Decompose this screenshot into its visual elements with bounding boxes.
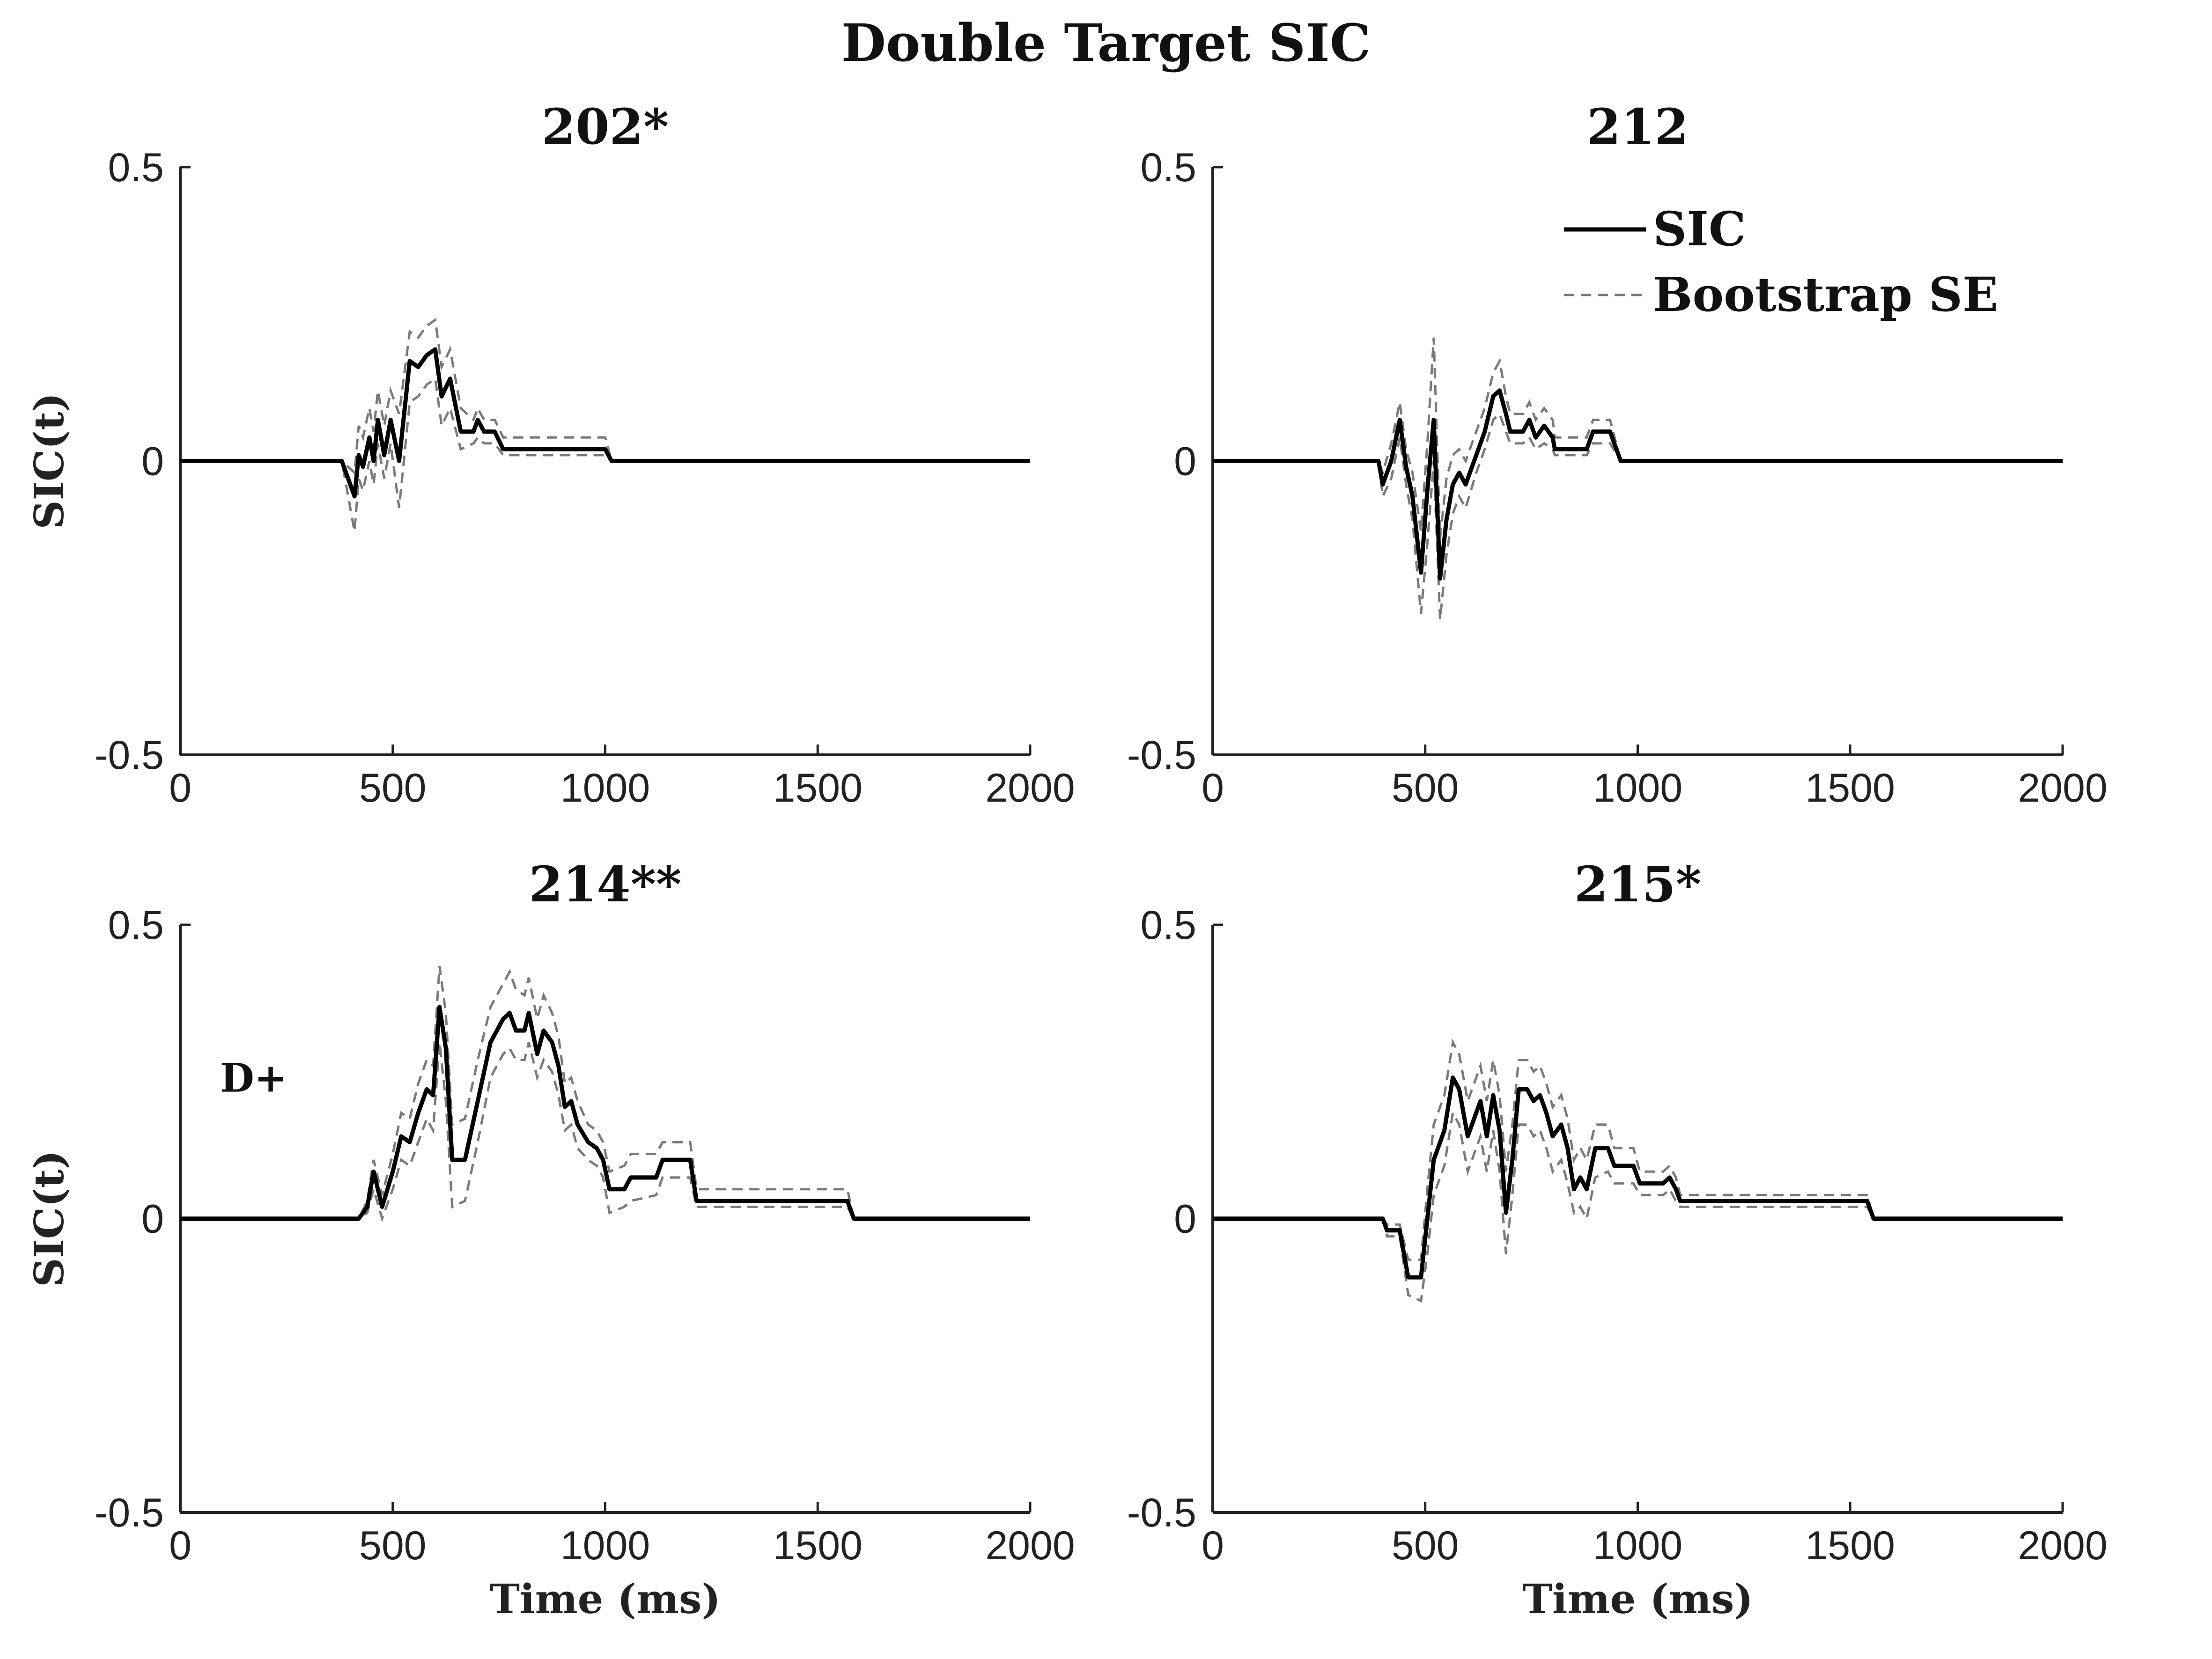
y-tick-label: -0.5	[1127, 733, 1196, 778]
x-tick-label: 1000	[1593, 766, 1682, 811]
sic-line	[1213, 388, 2063, 581]
y-tick-label: -0.5	[95, 733, 164, 778]
bootstrap-se-line	[180, 376, 1030, 532]
x-tick-label: 0	[1202, 766, 1224, 811]
y-tick-label: 0	[141, 1197, 164, 1242]
x-tick-label: 2000	[2018, 766, 2107, 811]
legend-sic-label: SIC	[1653, 201, 1746, 257]
bootstrap-se-line	[1213, 337, 2063, 538]
panel-title: 214**	[529, 855, 682, 913]
bootstrap-se-line	[180, 317, 1030, 475]
x-tick-label: 2000	[2018, 1523, 2107, 1568]
x-tick-label: 500	[359, 1523, 427, 1568]
panel-3: 0 500 1000 1500 20000.50-0.5214**SIC(t)Time …	[26, 855, 1075, 1623]
x-tick-label: 0	[169, 766, 192, 811]
x-tick-label: 1000	[1593, 1523, 1682, 1568]
y-tick-label: 0	[1174, 1197, 1196, 1242]
x-tick-label: 0	[169, 1523, 192, 1568]
x-tick-label: 500	[1392, 766, 1459, 811]
y-tick-label: -0.5	[1127, 1490, 1196, 1535]
y-tick-label: 0.5	[108, 145, 164, 190]
y-tick-label: 0.5	[1140, 145, 1196, 190]
y-axis-label: SIC(t)	[26, 1150, 73, 1287]
y-axis-label: SIC(t)	[26, 393, 73, 530]
sic-line	[180, 1005, 1030, 1221]
bootstrap-se-line	[180, 1042, 1030, 1223]
bootstrap-se-line	[1213, 1109, 2063, 1303]
y-tick-label: 0.5	[1140, 903, 1196, 948]
bootstrap-se-line	[180, 966, 1030, 1220]
x-tick-label: 1000	[560, 1523, 650, 1568]
x-axis-label: Time (ms)	[490, 1576, 721, 1623]
x-tick-label: 1500	[1806, 766, 1895, 811]
x-tick-label: 500	[359, 766, 427, 811]
x-tick-label: 1500	[1806, 1523, 1895, 1568]
x-axis-label: Time (ms)	[1522, 1576, 1753, 1623]
y-tick-label: 0	[1174, 439, 1196, 484]
x-tick-label: 2000	[985, 766, 1075, 811]
x-tick-label: 0	[1202, 1523, 1224, 1568]
panel-title: 215*	[1574, 855, 1701, 913]
x-tick-label: 1500	[773, 766, 863, 811]
panel-annotation: D+	[220, 1054, 287, 1101]
bootstrap-se-line	[1213, 1039, 2063, 1261]
sic-line	[1213, 1075, 2063, 1280]
y-tick-label: 0.5	[108, 903, 164, 948]
x-tick-label: 2000	[985, 1523, 1075, 1568]
y-tick-label: -0.5	[95, 1490, 164, 1535]
sic-line	[180, 347, 1030, 499]
y-tick-label: 0	[141, 439, 164, 484]
figure-title: Double Target SIC	[841, 13, 1371, 73]
panel-title: 212	[1587, 98, 1688, 155]
x-tick-label: 1500	[773, 1523, 863, 1568]
x-tick-label: 1000	[560, 766, 650, 811]
x-tick-label: 500	[1392, 1523, 1459, 1568]
bootstrap-se-line	[1213, 412, 2063, 620]
legend: SIC Bootstrap SE	[1564, 201, 1998, 322]
legend-se-label: Bootstrap SE	[1653, 267, 1998, 322]
panel-title: 202*	[542, 98, 669, 155]
